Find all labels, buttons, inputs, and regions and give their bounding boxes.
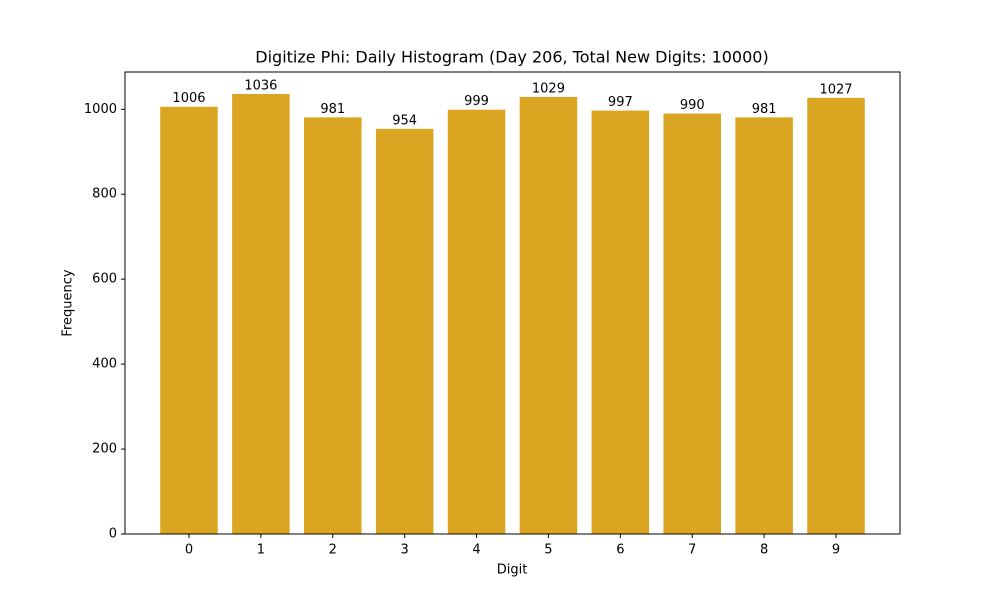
x-axis-label: Digit [497, 563, 528, 578]
bar [232, 94, 290, 534]
x-tick-label: 7 [688, 543, 696, 558]
data-label: 1029 [532, 81, 565, 96]
plot-frame [124, 71, 901, 535]
x-tick-label: 2 [329, 543, 337, 558]
data-label: 990 [680, 98, 705, 113]
x-tick-label: 4 [472, 543, 480, 558]
x-tick-label: 1 [257, 543, 265, 558]
data-label: 1036 [244, 79, 277, 94]
data-label: 997 [608, 95, 633, 110]
data-label: 981 [752, 102, 777, 117]
bar [735, 117, 793, 534]
bar [447, 109, 506, 534]
data-label: 1006 [172, 91, 205, 106]
x-tick-label: 8 [760, 543, 768, 558]
x-tick-label: 9 [832, 543, 840, 558]
y-tick-label: 200 [92, 442, 117, 457]
data-label: 981 [320, 102, 345, 117]
y-tick-label: 600 [92, 272, 117, 287]
bar [807, 97, 865, 535]
bar [304, 117, 362, 534]
bar [663, 113, 721, 534]
x-tick-label: 6 [616, 543, 624, 558]
data-label: 999 [464, 94, 489, 109]
y-tick-label: 0 [109, 527, 117, 542]
x-tick-label: 0 [185, 543, 193, 558]
x-tick-label: 5 [544, 543, 552, 558]
data-label: 954 [392, 113, 417, 128]
y-tick-label: 1000 [84, 102, 117, 117]
y-tick-label: 800 [92, 187, 117, 202]
data-label: 1027 [819, 82, 852, 97]
x-tick-label: 3 [401, 543, 409, 558]
y-axis-label: Frequency [61, 269, 76, 336]
bar [519, 96, 578, 535]
bar [375, 128, 434, 535]
bar [591, 110, 650, 534]
y-tick-label: 400 [92, 357, 117, 372]
bar [160, 106, 218, 535]
chart-title: Digitize Phi: Daily Histogram (Day 206, … [255, 48, 768, 67]
